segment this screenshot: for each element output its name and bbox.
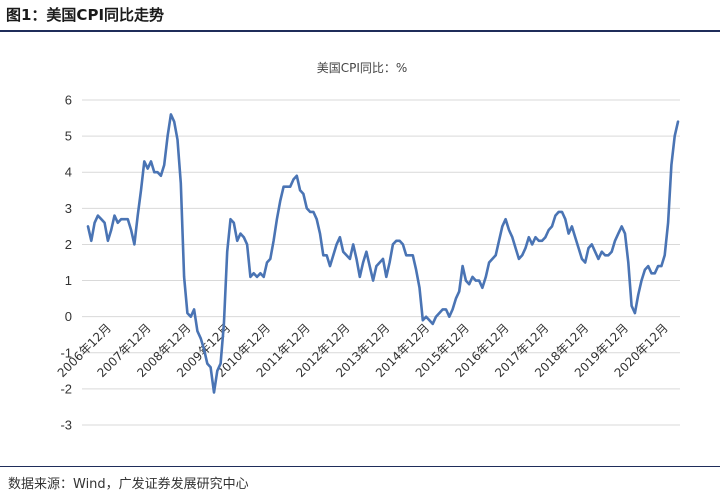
y-tick-labels: 6 5 4 3 2 1 0 -1 -2 -3 — [60, 93, 72, 433]
y-tick-label: -3 — [60, 418, 72, 433]
x-tick-labels: 2006年12月2007年12月2008年12月2009年12月2010年12月… — [55, 321, 671, 380]
y-tick-label: -2 — [60, 381, 72, 396]
footer-rule — [0, 466, 720, 467]
y-tick-label: 0 — [65, 309, 72, 324]
y-tick-label: 4 — [65, 165, 72, 180]
figure-title: 图1：美国CPI同比走势 — [6, 6, 165, 24]
source-note: 数据来源：Wind，广发证券发展研究中心 — [8, 477, 249, 492]
y-tick-label: 3 — [65, 201, 72, 216]
y-tick-label: -1 — [60, 345, 72, 360]
chart-title: 美国CPI同比：% — [317, 61, 408, 75]
y-tick-label: 6 — [65, 93, 72, 108]
title-rule — [0, 30, 720, 32]
y-tick-label: 1 — [65, 273, 72, 288]
y-tick-label: 2 — [65, 237, 72, 252]
y-tick-label: 5 — [65, 129, 72, 144]
cpi-series-line — [86, 113, 680, 394]
series-layer — [86, 113, 680, 394]
